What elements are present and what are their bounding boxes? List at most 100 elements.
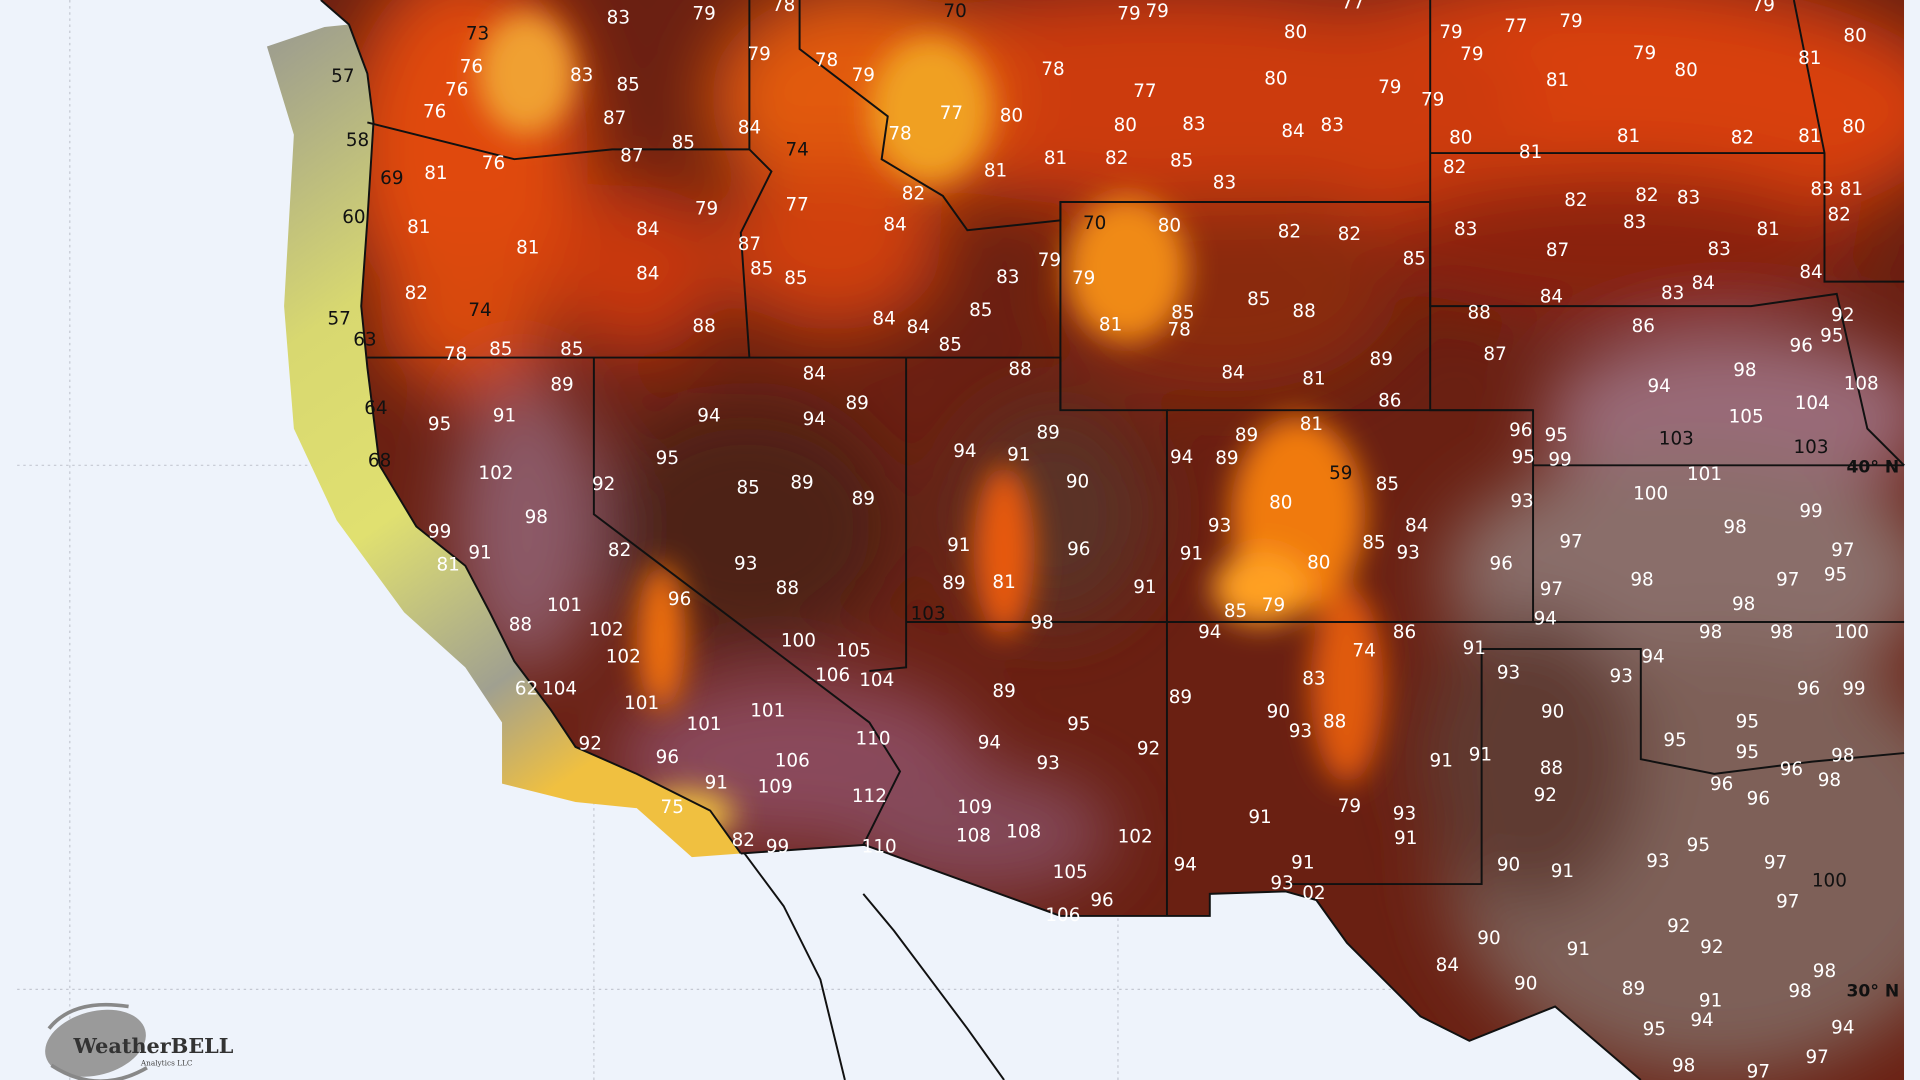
temperature-label: 79	[695, 198, 718, 219]
temperature-label: 82	[405, 283, 428, 304]
temperature-label: 91	[1567, 939, 1590, 960]
temperature-label: 80	[1000, 105, 1023, 126]
temperature-label: 90	[1477, 928, 1500, 949]
temperature-label: 94	[1534, 609, 1557, 630]
temperature-label: 58	[346, 130, 369, 151]
temperature-label: 95	[428, 414, 451, 435]
temperature-label: 95	[1736, 711, 1759, 732]
temperature-label: 79	[1338, 796, 1361, 817]
temperature-label: 91	[705, 773, 728, 794]
temperature-label: 93	[1270, 873, 1293, 894]
temperature-label: 104	[542, 678, 577, 699]
temperature-label: 85	[560, 339, 583, 360]
temperature-label: 79	[852, 65, 875, 86]
temperature-label: 84	[883, 214, 906, 235]
temperature-label: 80	[1284, 22, 1307, 43]
temperature-label: 77	[1504, 16, 1527, 37]
temperature-label: 70	[1083, 213, 1106, 234]
temperature-label: 91	[1551, 861, 1574, 882]
latitude-label-40n: 40° N	[1847, 458, 1900, 478]
temperature-label: 104	[1795, 393, 1830, 414]
temperature-label: 78	[1041, 59, 1064, 80]
temperature-label: 76	[445, 80, 468, 101]
temperature-label: 82	[732, 830, 755, 851]
temperature-label: 84	[636, 219, 659, 240]
temperature-label: 84	[872, 309, 895, 330]
temperature-label: 108	[1844, 373, 1879, 394]
temperature-label: 74	[468, 300, 491, 321]
temperature-label: 97	[1805, 1047, 1828, 1068]
temperature-label: 89	[1036, 422, 1059, 443]
temperature-label: 82	[608, 540, 631, 561]
temperature-label: 94	[1831, 1018, 1854, 1039]
temperature-label: 101	[547, 595, 582, 616]
temperature-label: 99	[1548, 449, 1571, 470]
temperature-label: 93	[1289, 721, 1312, 742]
temperature-label: 101	[1687, 464, 1722, 485]
temperature-label: 87	[1483, 344, 1506, 365]
temperature-label: 94	[1174, 855, 1197, 876]
temperature-label: 108	[956, 825, 991, 846]
temperature-label: 83	[996, 267, 1019, 288]
temperature-label: 81	[1044, 148, 1067, 169]
latitude-label-30n: 30° N	[1847, 982, 1900, 1002]
temperature-label: 85	[1362, 533, 1385, 554]
temperature-label: 78	[772, 0, 795, 16]
temperature-label: 106	[815, 665, 850, 686]
temperature-label: 79	[1460, 44, 1483, 65]
temperature-label: 97	[1747, 1062, 1770, 1080]
temperature-label: 109	[957, 797, 992, 818]
temperature-label: 96	[1490, 553, 1513, 574]
temperature-label: 93	[1036, 753, 1059, 774]
temperature-label: 79	[1117, 4, 1140, 25]
temperature-label: 112	[852, 786, 887, 807]
temperature-label: 93	[1393, 803, 1416, 824]
temperature-label: 97	[1831, 540, 1854, 561]
temperature-label: 110	[856, 729, 891, 750]
temperature-label: 80	[1307, 552, 1330, 573]
temperature-label: 64	[364, 398, 387, 419]
temperature-label: 95	[1512, 447, 1535, 468]
temperature-label: 94	[1690, 1010, 1713, 1031]
temperature-label: 95	[1545, 425, 1568, 446]
temperature-label: 89	[845, 393, 868, 414]
temperature-label: 98	[525, 507, 548, 528]
temperature-label: 97	[1559, 531, 1582, 552]
temperature-label: 85	[616, 75, 639, 96]
temperature-label: 89	[852, 489, 875, 510]
temperature-label: 85	[784, 268, 807, 289]
temperature-label: 95	[1687, 835, 1710, 856]
temperature-label: 96	[1067, 539, 1090, 560]
temperature-label: 89	[1622, 978, 1645, 999]
temperature-label: 94	[1641, 647, 1664, 668]
temperature-label: 81	[1798, 48, 1821, 69]
temperature-label: 83	[1213, 173, 1236, 194]
temperature-label: 92	[1700, 937, 1723, 958]
temperature-label: 99	[428, 522, 451, 543]
temperature-label: 88	[1467, 302, 1490, 323]
temperature-label: 105	[1729, 407, 1764, 428]
temperature-label: 81	[1798, 126, 1821, 147]
temperature-label: 79	[692, 4, 715, 25]
temperature-label: 97	[1776, 569, 1799, 590]
temperature-label: 80	[1264, 69, 1287, 90]
temperature-label: 76	[423, 102, 446, 123]
temperature-label: 80	[1843, 26, 1866, 47]
temperature-label: 85	[1376, 474, 1399, 495]
temperature-label: 92	[1137, 738, 1160, 759]
temperature-label: 80	[1674, 60, 1697, 81]
temperature-label: 100	[1633, 484, 1668, 505]
temperature-label: 91	[493, 405, 516, 426]
temperature-label: 96	[1710, 774, 1733, 795]
temperature-label: 84	[1281, 121, 1304, 142]
temperature-label: 110	[862, 836, 897, 857]
temperature-label: 98	[1831, 746, 1854, 767]
temperature-label: 96	[1790, 336, 1813, 357]
temperature-label: 91	[947, 535, 970, 556]
temperature-label: 88	[1292, 301, 1315, 322]
temperature-label: 95	[1067, 714, 1090, 735]
temperature-label: 86	[1632, 316, 1655, 337]
temperature-label: 79	[1038, 250, 1061, 271]
temperature-label: 82	[1564, 190, 1587, 211]
temperature-label: 95	[1643, 1019, 1666, 1040]
